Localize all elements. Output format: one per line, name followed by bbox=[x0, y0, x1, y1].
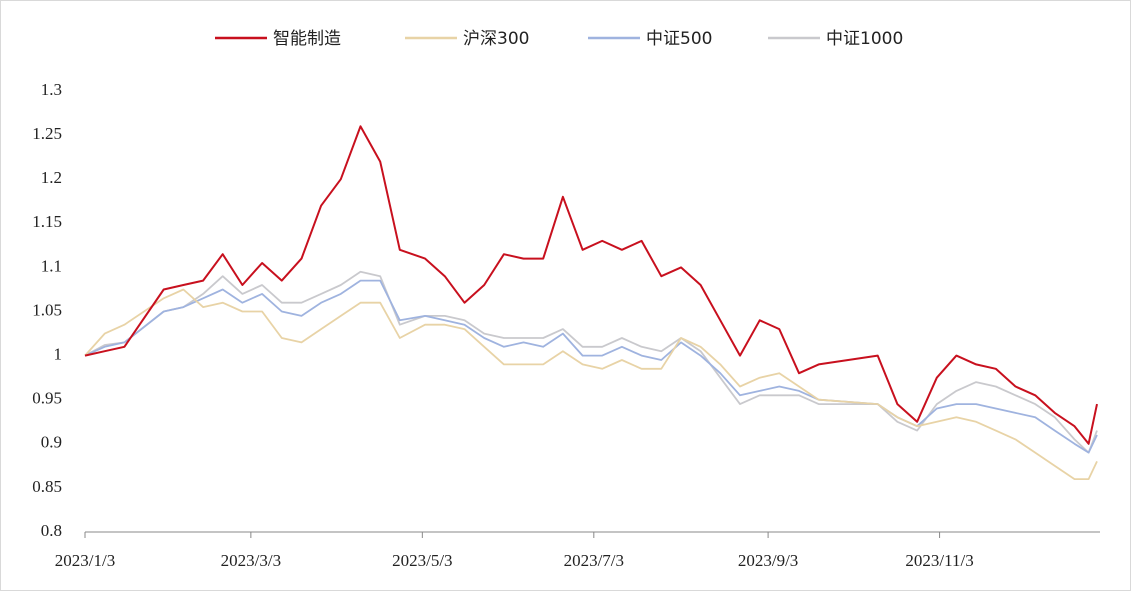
y-tick-label: 1 bbox=[54, 345, 63, 364]
series-line bbox=[84, 125, 1098, 445]
series-line bbox=[84, 279, 1098, 454]
x-tick-label: 2023/9/3 bbox=[738, 551, 798, 570]
y-tick-label: 0.8 bbox=[41, 521, 62, 540]
legend-label: 智能制造 bbox=[273, 29, 341, 49]
x-tick-label: 2023/1/3 bbox=[55, 551, 115, 570]
series-line bbox=[84, 288, 1098, 480]
y-tick-label: 1.1 bbox=[41, 256, 62, 275]
y-tick-label: 0.85 bbox=[32, 477, 62, 496]
y-tick-label: 1.15 bbox=[32, 212, 62, 231]
legend-label: 中证500 bbox=[646, 29, 712, 49]
y-tick-label: 0.95 bbox=[32, 389, 62, 408]
series-line bbox=[84, 270, 1098, 454]
x-tick-label: 2023/7/3 bbox=[564, 551, 624, 570]
x-tick-label: 2023/3/3 bbox=[221, 551, 281, 570]
y-tick-label: 1.3 bbox=[41, 80, 62, 99]
x-tick-label: 2023/5/3 bbox=[392, 551, 452, 570]
y-tick-label: 1.05 bbox=[32, 300, 62, 319]
legend-label: 沪深300 bbox=[463, 29, 529, 49]
y-tick-label: 1.2 bbox=[41, 168, 62, 187]
legend-label: 中证1000 bbox=[826, 29, 903, 49]
x-tick-label: 2023/11/3 bbox=[905, 551, 973, 570]
y-tick-label: 0.9 bbox=[41, 433, 62, 452]
y-tick-label: 1.25 bbox=[32, 124, 62, 143]
